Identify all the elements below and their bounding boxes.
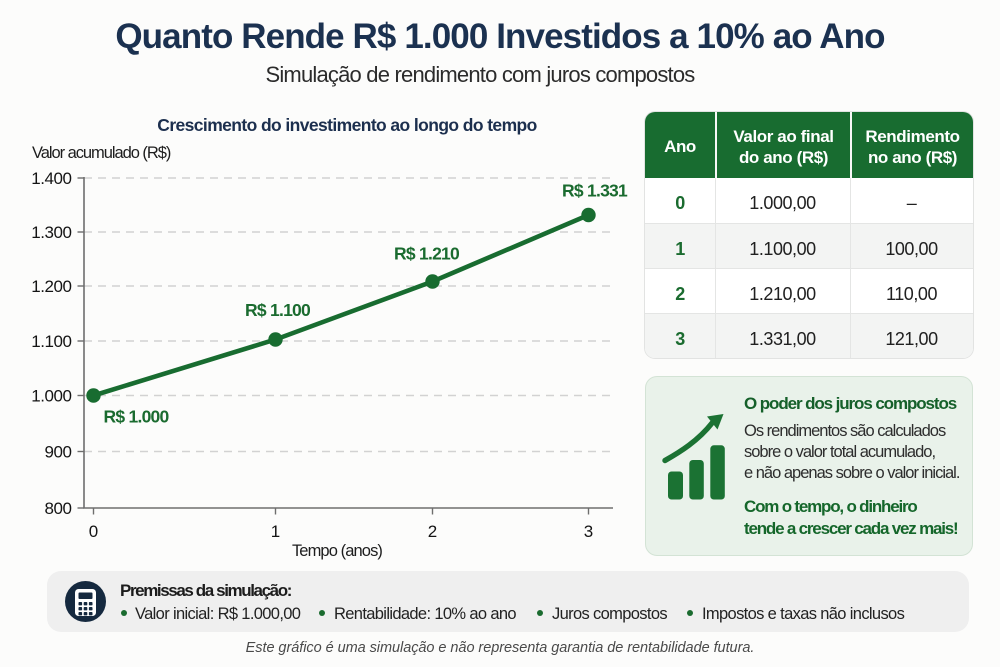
svg-text:Tempo (anos): Tempo (anos)	[292, 542, 382, 560]
svg-text:1.400: 1.400	[31, 169, 71, 188]
svg-text:R$ 1.000: R$ 1.000	[104, 407, 170, 427]
svg-text:1: 1	[271, 522, 280, 541]
svg-text:1.100: 1.100	[31, 332, 71, 351]
svg-text:2: 2	[428, 522, 437, 541]
svg-text:1.300: 1.300	[31, 223, 71, 242]
svg-text:900: 900	[44, 443, 71, 462]
svg-text:1.200: 1.200	[31, 277, 71, 296]
svg-text:0: 0	[89, 522, 98, 541]
svg-text:R$ 1.100: R$ 1.100	[245, 300, 311, 320]
svg-text:3: 3	[584, 522, 593, 541]
svg-text:1.000: 1.000	[31, 387, 71, 406]
svg-text:R$ 1.331: R$ 1.331	[562, 181, 628, 201]
svg-text:R$ 1.210: R$ 1.210	[394, 244, 460, 264]
svg-text:800: 800	[44, 499, 71, 518]
